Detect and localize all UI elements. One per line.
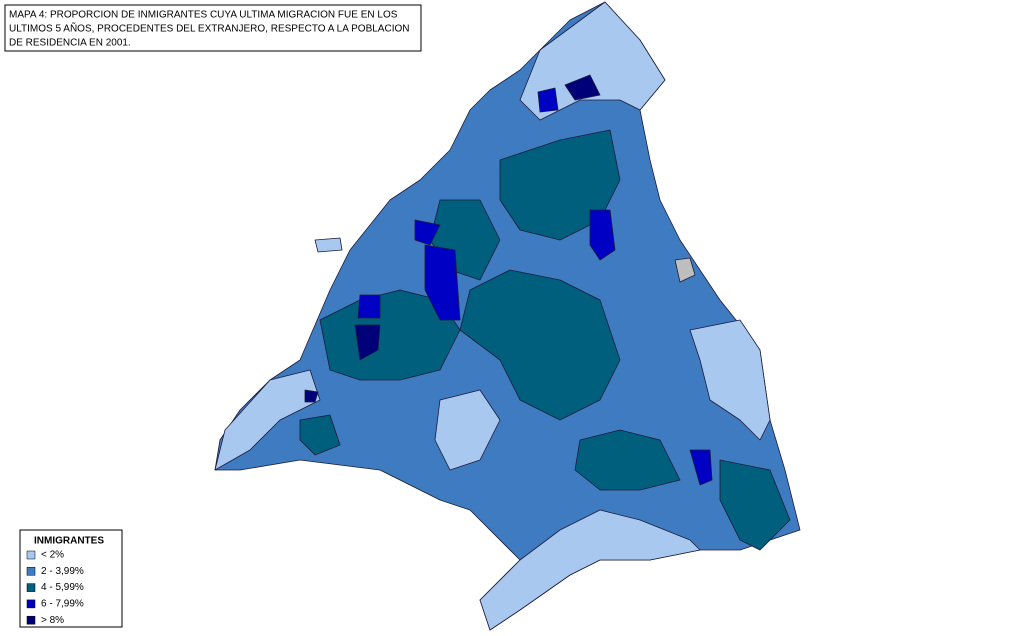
legend-label: 6 - 7,99% bbox=[41, 599, 84, 610]
map-region bbox=[574, 429, 681, 491]
map-region bbox=[689, 449, 713, 486]
title-line: DE RESIDENCIA EN 2001. bbox=[9, 38, 131, 49]
legend-swatch bbox=[26, 583, 36, 592]
map-region bbox=[564, 74, 601, 101]
legend-label: > 8% bbox=[41, 615, 64, 626]
legend-title: INMIGRANTES bbox=[34, 536, 104, 547]
map-region bbox=[314, 237, 343, 253]
map-region bbox=[537, 87, 559, 113]
title-line: MAPA 4: PROPORCION DE INMIGRANTES CUYA U… bbox=[9, 10, 398, 21]
map-region bbox=[719, 459, 791, 551]
map-region bbox=[214, 369, 321, 471]
legend-swatch bbox=[26, 567, 36, 576]
map-region bbox=[424, 244, 461, 321]
legend-frame bbox=[19, 529, 123, 628]
legend-swatch bbox=[26, 550, 36, 560]
map-region bbox=[304, 389, 319, 403]
legend-swatch bbox=[26, 615, 36, 625]
legend-label: 2 - 3,99% bbox=[41, 566, 84, 577]
map-region bbox=[589, 209, 616, 261]
map-region bbox=[459, 269, 621, 421]
map-region bbox=[519, 1, 666, 121]
map-region bbox=[479, 509, 701, 631]
map bbox=[214, 1, 801, 631]
legend-label: < 2% bbox=[41, 550, 64, 561]
legend: INMIGRANTES < 2% 2 - 3,99% 4 - 5,99% 6 - 7,… bbox=[19, 529, 123, 628]
title-line: ULTIMOS 5 AÑOS, PROCEDENTES DEL EXTRANJE… bbox=[9, 22, 409, 35]
map-region bbox=[689, 319, 771, 441]
map-region bbox=[354, 324, 381, 361]
map-region-no-data bbox=[674, 257, 696, 283]
title-box: MAPA 4: PROPORCION DE INMIGRANTES CUYA U… bbox=[4, 4, 422, 52]
map-region bbox=[357, 294, 381, 319]
title-frame bbox=[4, 4, 422, 52]
legend-label: 4 - 5,99% bbox=[41, 582, 84, 593]
map-region bbox=[299, 414, 341, 456]
map-region bbox=[434, 389, 501, 471]
legend-swatch bbox=[26, 599, 36, 609]
map-region bbox=[414, 219, 441, 246]
